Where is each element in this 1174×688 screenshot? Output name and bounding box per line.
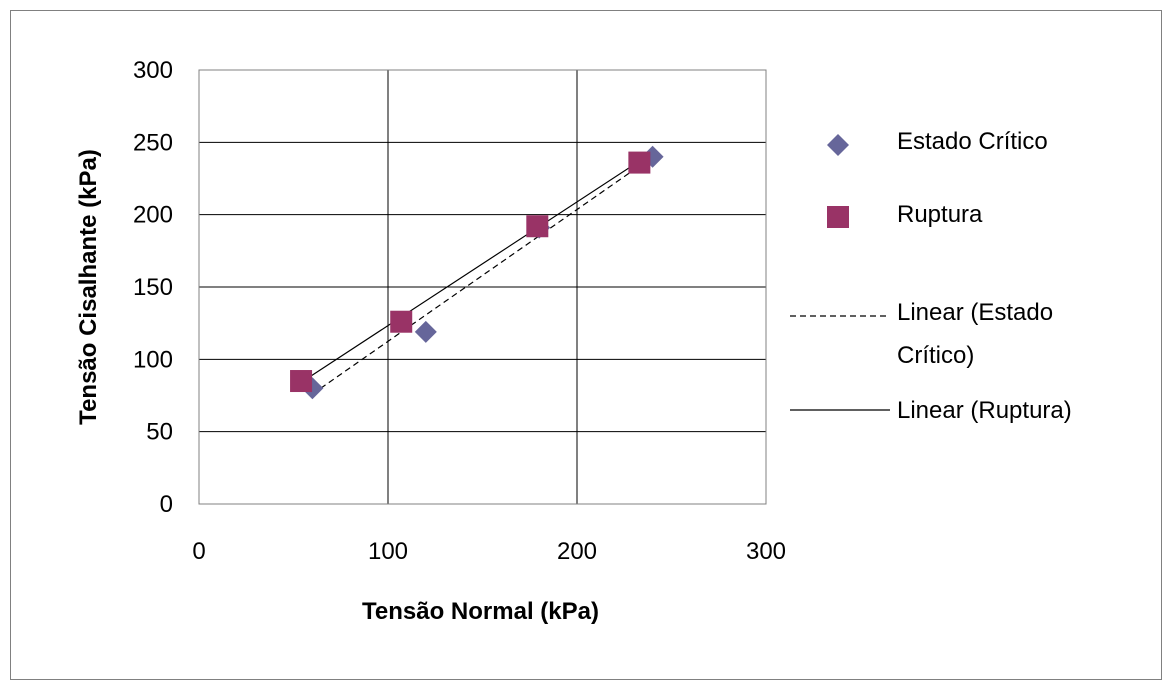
plot-area: [198, 69, 767, 505]
x-tick-label: 0: [192, 538, 205, 565]
x-tick-label: 100: [368, 538, 408, 565]
legend-label: Linear (Ruptura): [897, 397, 1072, 424]
y-tick-label: 0: [160, 491, 173, 518]
data-markers: [290, 145, 664, 400]
marker-square-3: [628, 151, 651, 174]
x-tick-label: 300: [746, 538, 786, 565]
marker-diamond-1: [414, 320, 437, 343]
y-tick-label: 300: [133, 57, 173, 84]
y-tick-label: 50: [146, 419, 173, 446]
y-tick-label: 100: [133, 346, 173, 373]
y-tick-label: 250: [133, 129, 173, 156]
marker-square-2: [526, 215, 549, 238]
marker-square-1: [390, 310, 413, 333]
legend: Estado Crítico Ruptura Linear (Estado Críti…: [790, 128, 1072, 424]
trendline-1: [300, 160, 640, 383]
legend-marker-diamond: [827, 134, 849, 156]
tick-labels: 0 50 100 150 200 250 300 0 100 200 300: [133, 57, 786, 565]
legend-label: Ruptura: [897, 201, 983, 228]
legend-marker-square: [827, 206, 849, 228]
plot-area-border: [198, 69, 767, 505]
x-tick-label: 200: [557, 538, 597, 565]
y-tick-label: 200: [133, 202, 173, 229]
marker-square-0: [290, 370, 313, 393]
chart-frame: [10, 10, 1162, 680]
gridlines: [198, 69, 767, 505]
legend-label: Linear (Estado: [897, 299, 1053, 326]
y-tick-label: 150: [133, 274, 173, 301]
x-axis-title: Tensão Normal (kPa): [362, 598, 599, 625]
legend-label: Crítico): [897, 342, 974, 369]
legend-label: Estado Crítico: [897, 128, 1048, 155]
y-axis-title: Tensão Cisalhante (kPa): [75, 149, 102, 425]
trendline-0: [312, 156, 653, 395]
trendlines: [300, 156, 653, 395]
